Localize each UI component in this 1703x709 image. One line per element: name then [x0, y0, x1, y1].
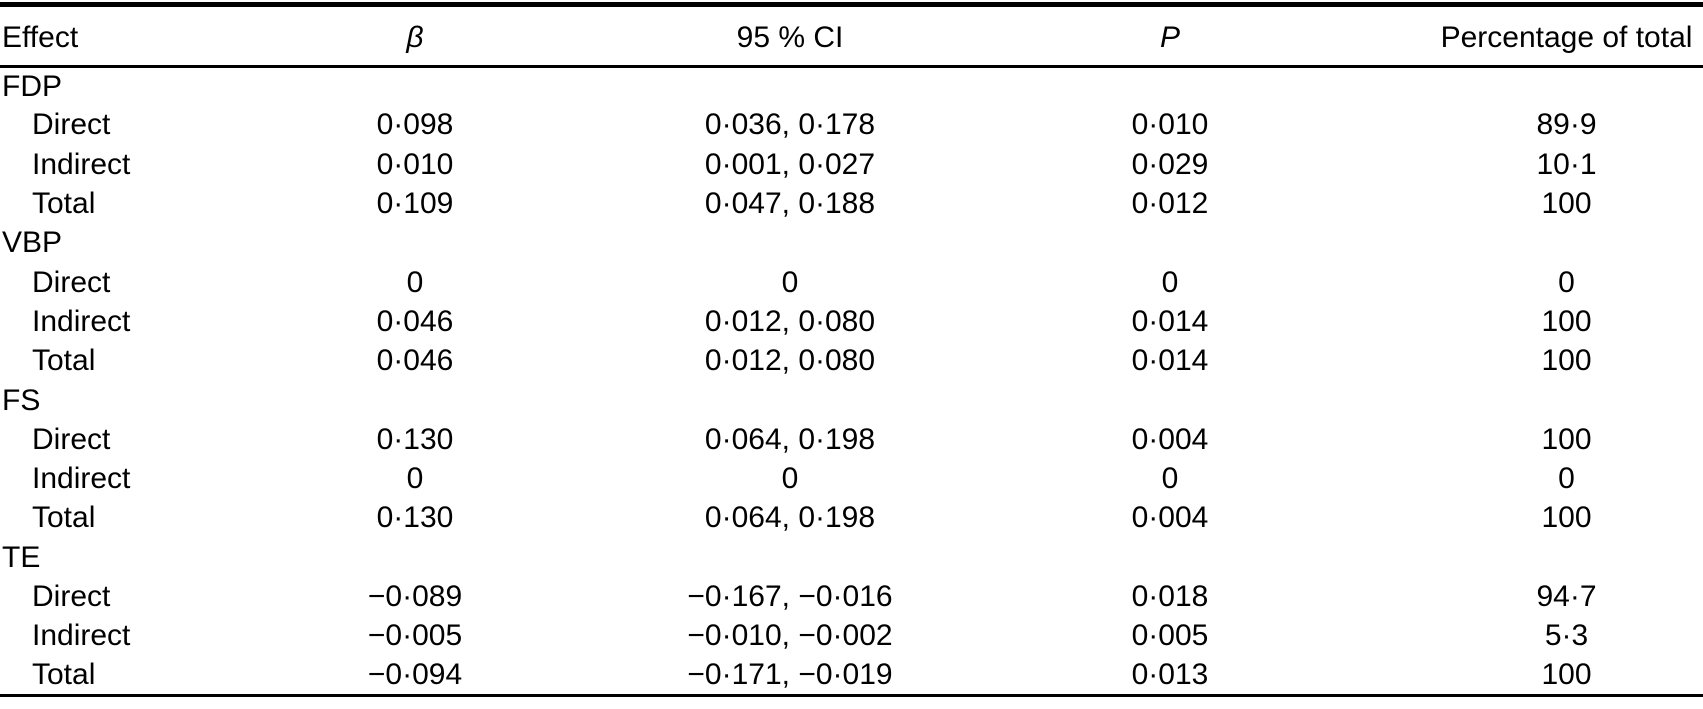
ci-value: 0·036, 0·178	[704, 108, 876, 142]
beta-value: −0·089	[367, 580, 463, 613]
data-row: Indirect 0·046 0·012, 0·080 0·014 100	[0, 302, 1703, 341]
column-header-effect: Effect	[2, 21, 79, 54]
beta-value: 0	[406, 265, 424, 299]
column-header-percentage-of-total: Percentage of total	[1440, 21, 1693, 54]
effect-label: Indirect	[32, 147, 131, 181]
effect-label: Indirect	[32, 304, 131, 338]
percentage-value: 100	[1541, 501, 1592, 535]
data-row: Indirect −0·005 −0·010, −0·002 0·005 5·3	[0, 617, 1703, 656]
beta-value: 0·010	[376, 147, 454, 181]
column-header-ci: 95 % CI	[736, 21, 844, 54]
effect-label: Indirect	[32, 619, 131, 653]
beta-value: 0	[406, 462, 424, 496]
p-value: 0·004	[1131, 501, 1209, 535]
p-value: 0·004	[1131, 422, 1209, 456]
p-value: 0·010	[1131, 108, 1209, 142]
effect-label: Total	[32, 344, 96, 378]
ci-value: 0	[781, 462, 799, 496]
p-value: 0·012	[1131, 187, 1209, 221]
data-row: Direct 0·098 0·036, 0·178 0·010 89·9	[0, 106, 1703, 145]
beta-value: 0·130	[376, 422, 454, 456]
ci-value: 0·012, 0·080	[704, 344, 876, 378]
ci-value: 0·012, 0·080	[704, 304, 876, 338]
ci-value: −0·171, −0·019	[687, 657, 893, 691]
data-row: Direct 0 0 0 0	[0, 263, 1703, 302]
group-label: TE	[2, 540, 41, 574]
effect-label: Direct	[32, 422, 111, 456]
data-row: Total 0·046 0·012, 0·080 0·014 100	[0, 342, 1703, 381]
p-value: 0	[1161, 265, 1179, 299]
percentage-value: 100	[1541, 422, 1592, 456]
data-row: Direct −0·089 −0·167, −0·016 0·018 94·7	[0, 577, 1703, 616]
ci-value: −0·010, −0·002	[687, 619, 893, 653]
ci-value: 0·064, 0·198	[704, 501, 876, 535]
ci-value: −0·167, −0·016	[687, 580, 893, 613]
beta-value: 0·046	[376, 304, 454, 338]
effect-label: Indirect	[32, 462, 131, 496]
beta-value: 0·046	[376, 344, 454, 378]
group-row: TE	[0, 538, 1703, 577]
effect-label: Total	[32, 501, 96, 535]
p-value: 0·013	[1131, 657, 1209, 691]
header-row: Effect β 95 % CI P Percentage of total	[0, 5, 1703, 67]
table-body: FDP Direct 0·098 0·036, 0·178 0·010 89·9 Indir…	[0, 67, 1703, 696]
column-header-beta: β	[406, 21, 424, 54]
percentage-value: 5·3	[1544, 619, 1589, 653]
effect-label: Total	[32, 657, 96, 691]
p-value: 0·029	[1131, 147, 1209, 181]
percentage-value: 94·7	[1536, 580, 1597, 613]
ci-value: 0·064, 0·198	[704, 422, 876, 456]
percentage-value: 0	[1558, 462, 1575, 496]
p-value: 0	[1161, 462, 1179, 496]
beta-value: −0·094	[367, 657, 463, 691]
percentage-value: 100	[1541, 187, 1592, 221]
p-value: 0·014	[1131, 304, 1209, 338]
group-label: FDP	[2, 69, 62, 103]
data-row: Total −0·094 −0·171, −0·019 0·013 100	[0, 656, 1703, 695]
data-row: Direct 0·130 0·064, 0·198 0·004 100	[0, 420, 1703, 459]
group-row: VBP	[0, 224, 1703, 263]
percentage-value: 10·1	[1536, 147, 1597, 181]
percentage-value: 89·9	[1536, 108, 1597, 142]
ci-value: 0·001, 0·027	[704, 147, 876, 181]
group-label: VBP	[2, 226, 63, 260]
p-value: 0·005	[1131, 619, 1209, 653]
percentage-value: 100	[1541, 304, 1592, 338]
percentage-value: 100	[1541, 657, 1592, 691]
beta-value: 0·109	[376, 187, 454, 221]
group-label: FS	[2, 383, 41, 417]
data-row: Total 0·130 0·064, 0·198 0·004 100	[0, 499, 1703, 538]
percentage-value: 0	[1558, 265, 1575, 299]
effect-label: Direct	[32, 265, 111, 299]
data-row: Indirect 0 0 0 0	[0, 459, 1703, 498]
beta-value: 0·130	[376, 501, 454, 535]
percentage-value: 100	[1541, 344, 1592, 378]
ci-value: 0	[781, 265, 799, 299]
effect-label: Direct	[32, 580, 111, 613]
column-header-p: P	[1159, 21, 1180, 54]
table-header: Effect β 95 % CI P Percentage of total	[0, 5, 1703, 67]
ci-value: 0·047, 0·188	[704, 187, 876, 221]
group-row: FDP	[0, 67, 1703, 106]
effect-label: Total	[32, 187, 96, 221]
p-value: 0·018	[1131, 580, 1209, 613]
data-row: Total 0·109 0·047, 0·188 0·012 100	[0, 184, 1703, 223]
beta-value: −0·005	[367, 619, 463, 653]
group-row: FS	[0, 381, 1703, 420]
beta-value: 0·098	[376, 108, 454, 142]
p-value: 0·014	[1131, 344, 1209, 378]
effect-label: Direct	[32, 108, 111, 142]
data-row: Indirect 0·010 0·001, 0·027 0·029 10·1	[0, 145, 1703, 184]
